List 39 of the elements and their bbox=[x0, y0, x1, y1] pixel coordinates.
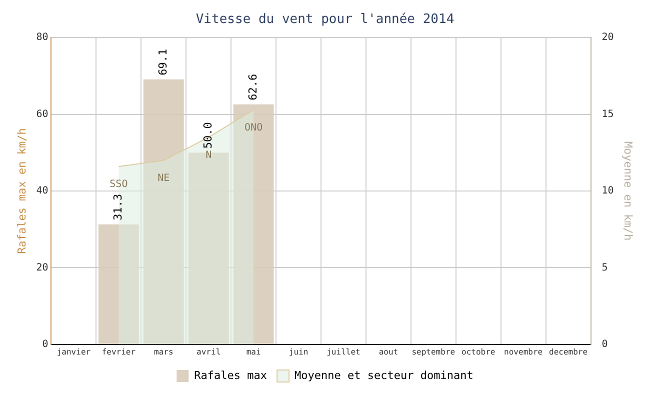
data-label: 69.1 bbox=[156, 48, 170, 76]
annotation: SSO bbox=[110, 179, 128, 190]
bar bbox=[98, 224, 139, 344]
x-tick-label: septembre bbox=[412, 347, 456, 356]
x-tick-label: mai bbox=[246, 347, 261, 356]
bar bbox=[233, 104, 274, 344]
y-tick-label: 0 bbox=[42, 338, 48, 350]
y2-tick-label: 0 bbox=[602, 338, 608, 350]
bar bbox=[188, 152, 229, 344]
annotation: NE bbox=[158, 172, 170, 184]
x-tick-label: mars bbox=[154, 347, 174, 356]
x-tick-label: avril bbox=[196, 347, 221, 356]
y2-tick-label: 15 bbox=[602, 108, 614, 120]
y-tick-label: 80 bbox=[36, 32, 48, 44]
x-tick-label: aout bbox=[378, 347, 398, 356]
data-label: 50.0 bbox=[201, 122, 214, 149]
x-tick-label: decembre bbox=[549, 347, 588, 356]
x-tick-label: janvier bbox=[56, 347, 91, 356]
y2-axis-title: Moyenne en km/h bbox=[622, 141, 635, 241]
data-label: 62.6 bbox=[246, 74, 260, 100]
legend-label: Rafales max bbox=[194, 368, 268, 382]
y-tick-label: 60 bbox=[36, 108, 48, 120]
y-tick-label: 40 bbox=[36, 186, 48, 197]
annotation: N bbox=[206, 150, 212, 161]
x-tick-label: octobre bbox=[462, 347, 496, 356]
y2-tick-label: 5 bbox=[602, 262, 608, 274]
x-tick-label: juillet bbox=[326, 347, 361, 356]
y2-tick-label: 10 bbox=[602, 186, 614, 197]
legend-label: Moyenne et secteur dominant bbox=[294, 368, 474, 382]
chart-title: Vitesse du vent pour l'année 2014 bbox=[196, 12, 454, 28]
x-tick-label: novembre bbox=[504, 347, 543, 356]
data-label: 31.3 bbox=[112, 194, 125, 220]
bar bbox=[143, 79, 184, 344]
x-tick-label: fevrier bbox=[102, 347, 136, 356]
y2-tick-label: 20 bbox=[602, 32, 614, 44]
x-tick-label: juin bbox=[288, 347, 308, 356]
y-axis-title: Rafales max en km/h bbox=[15, 128, 28, 254]
annotation: ONO bbox=[244, 122, 263, 134]
y-tick-label: 20 bbox=[36, 262, 48, 274]
